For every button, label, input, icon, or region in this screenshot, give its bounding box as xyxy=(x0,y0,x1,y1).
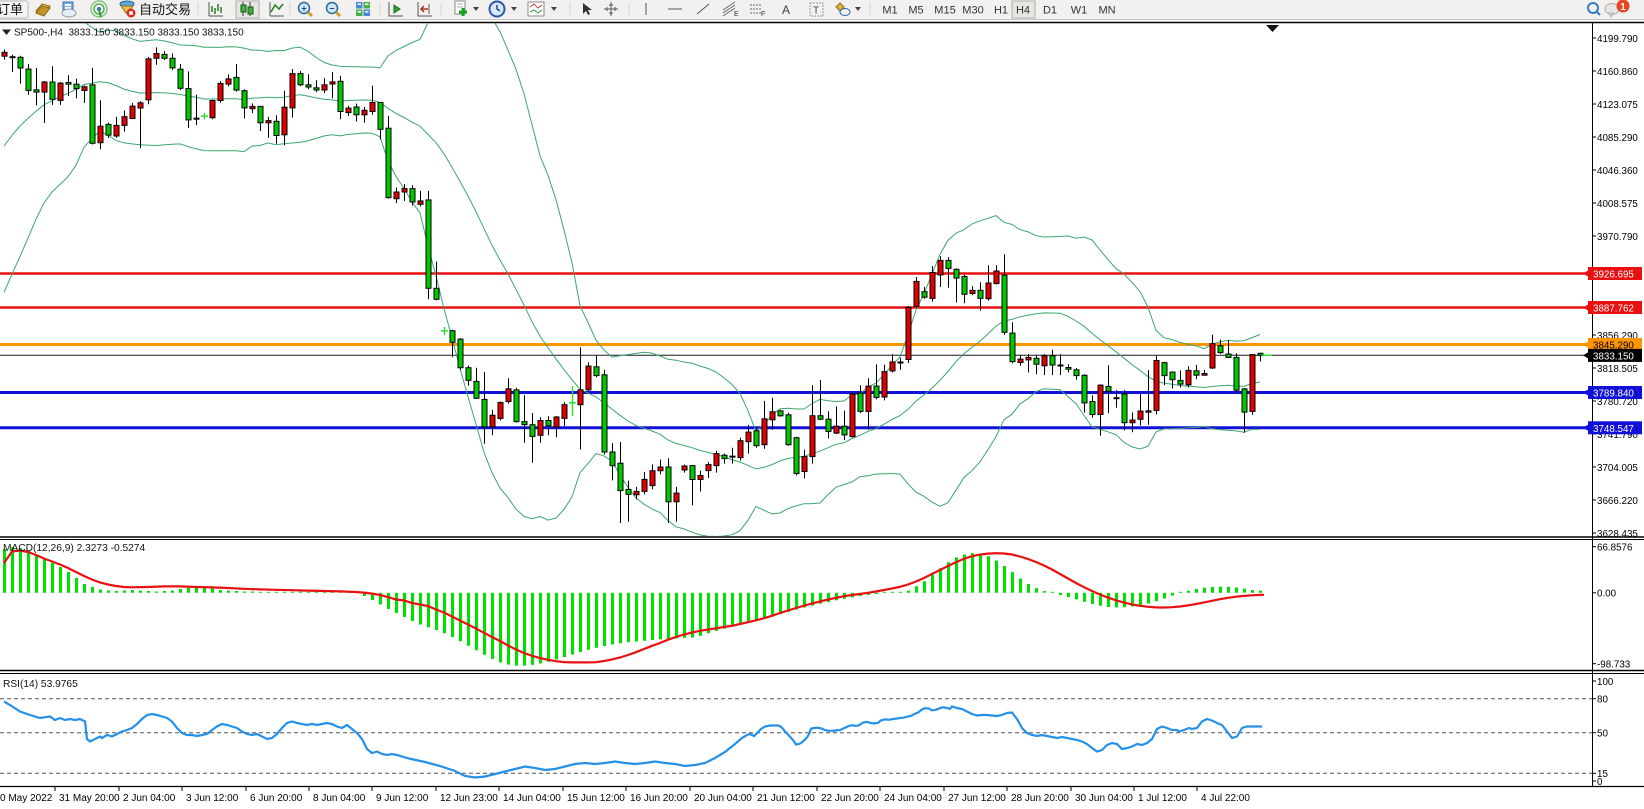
svg-text:80: 80 xyxy=(1597,695,1608,706)
svg-text:H4: H4 xyxy=(1016,5,1030,17)
svg-text:−: − xyxy=(329,4,334,14)
svg-text:3887.762: 3887.762 xyxy=(1593,304,1634,315)
svg-text:20 Jun 04:00: 20 Jun 04:00 xyxy=(694,793,752,804)
svg-text:2 Jun 04:00: 2 Jun 04:00 xyxy=(123,793,176,804)
svg-text:3780.720: 3780.720 xyxy=(1597,397,1638,408)
svg-text:3845.290: 3845.290 xyxy=(1593,341,1634,352)
svg-text:MN: MN xyxy=(1098,5,1115,17)
svg-text:3741.790: 3741.790 xyxy=(1597,430,1638,441)
svg-text:+: + xyxy=(301,4,306,14)
svg-text:1: 1 xyxy=(1620,2,1626,13)
svg-text:9 Jun 12:00: 9 Jun 12:00 xyxy=(376,793,429,804)
svg-text:M1: M1 xyxy=(882,5,897,17)
svg-text:-98.733: -98.733 xyxy=(1597,660,1631,671)
svg-text:16 Jun 20:00: 16 Jun 20:00 xyxy=(630,793,688,804)
svg-text:27 Jun 12:00: 27 Jun 12:00 xyxy=(948,793,1006,804)
svg-text:66.8576: 66.8576 xyxy=(1597,543,1633,554)
svg-text:28 Jun 20:00: 28 Jun 20:00 xyxy=(1011,793,1069,804)
svg-text:3833.150: 3833.150 xyxy=(1593,351,1634,362)
svg-text:4085.290: 4085.290 xyxy=(1597,133,1638,144)
svg-text:0 May 2022: 0 May 2022 xyxy=(0,793,53,804)
svg-text:E: E xyxy=(734,11,739,18)
svg-text:3856.290: 3856.290 xyxy=(1597,331,1638,342)
svg-text:M5: M5 xyxy=(908,5,923,17)
svg-text:3748.547: 3748.547 xyxy=(1593,424,1634,435)
svg-text:15 Jun 12:00: 15 Jun 12:00 xyxy=(567,793,625,804)
svg-text:M15: M15 xyxy=(934,5,955,17)
svg-text:3926.695: 3926.695 xyxy=(1593,270,1634,281)
svg-text:3970.790: 3970.790 xyxy=(1597,232,1638,243)
svg-text:8 Jun 04:00: 8 Jun 04:00 xyxy=(313,793,366,804)
svg-text:4123.075: 4123.075 xyxy=(1597,100,1638,111)
svg-text:4046.360: 4046.360 xyxy=(1597,166,1638,177)
svg-text:3 Jun 12:00: 3 Jun 12:00 xyxy=(186,793,239,804)
svg-text:100: 100 xyxy=(1597,677,1614,688)
svg-text:自动交易: 自动交易 xyxy=(139,2,191,17)
svg-text:30 Jun 04:00: 30 Jun 04:00 xyxy=(1075,793,1133,804)
svg-text:3818.505: 3818.505 xyxy=(1597,364,1638,375)
svg-text:50: 50 xyxy=(1597,729,1608,740)
svg-text:M30: M30 xyxy=(962,5,983,17)
svg-text:0.00: 0.00 xyxy=(1597,589,1617,600)
svg-text:H1: H1 xyxy=(994,5,1008,17)
svg-text:SP500-,H4 3833.150 3833.150 3: SP500-,H4 3833.150 3833.150 3833.150 383… xyxy=(14,28,244,39)
svg-text:订单: 订单 xyxy=(0,2,23,17)
svg-text:3628.435: 3628.435 xyxy=(1597,529,1638,540)
svg-text:D1: D1 xyxy=(1043,5,1057,17)
svg-text:4008.575: 4008.575 xyxy=(1597,199,1638,210)
svg-text:0: 0 xyxy=(1597,777,1603,788)
svg-text:15: 15 xyxy=(1597,769,1608,780)
svg-text:3789.840: 3789.840 xyxy=(1593,389,1634,400)
svg-text:MACD(12,26,9) 2.3273 -0.5274: MACD(12,26,9) 2.3273 -0.5274 xyxy=(3,543,145,554)
svg-text:A: A xyxy=(782,3,790,17)
svg-text:F: F xyxy=(761,11,765,18)
svg-text:3666.220: 3666.220 xyxy=(1597,496,1638,507)
svg-text:31 May 20:00: 31 May 20:00 xyxy=(59,793,120,804)
svg-text:6 Jun 20:00: 6 Jun 20:00 xyxy=(250,793,303,804)
svg-text:24 Jun 04:00: 24 Jun 04:00 xyxy=(884,793,942,804)
svg-text:4 Jul 22:00: 4 Jul 22:00 xyxy=(1201,793,1250,804)
svg-text:14 Jun 04:00: 14 Jun 04:00 xyxy=(503,793,561,804)
svg-text:1 Jul 12:00: 1 Jul 12:00 xyxy=(1138,793,1187,804)
svg-text:4199.790: 4199.790 xyxy=(1597,34,1638,45)
svg-text:W1: W1 xyxy=(1071,5,1088,17)
svg-text:3704.005: 3704.005 xyxy=(1597,463,1638,474)
svg-text:RSI(14) 53.9765: RSI(14) 53.9765 xyxy=(3,679,78,690)
svg-text:12 Jun 23:00: 12 Jun 23:00 xyxy=(440,793,498,804)
svg-text:T: T xyxy=(813,6,819,17)
svg-text:21 Jun 12:00: 21 Jun 12:00 xyxy=(757,793,815,804)
svg-text:4160.860: 4160.860 xyxy=(1597,67,1638,78)
svg-text:22 Jun 20:00: 22 Jun 20:00 xyxy=(821,793,879,804)
